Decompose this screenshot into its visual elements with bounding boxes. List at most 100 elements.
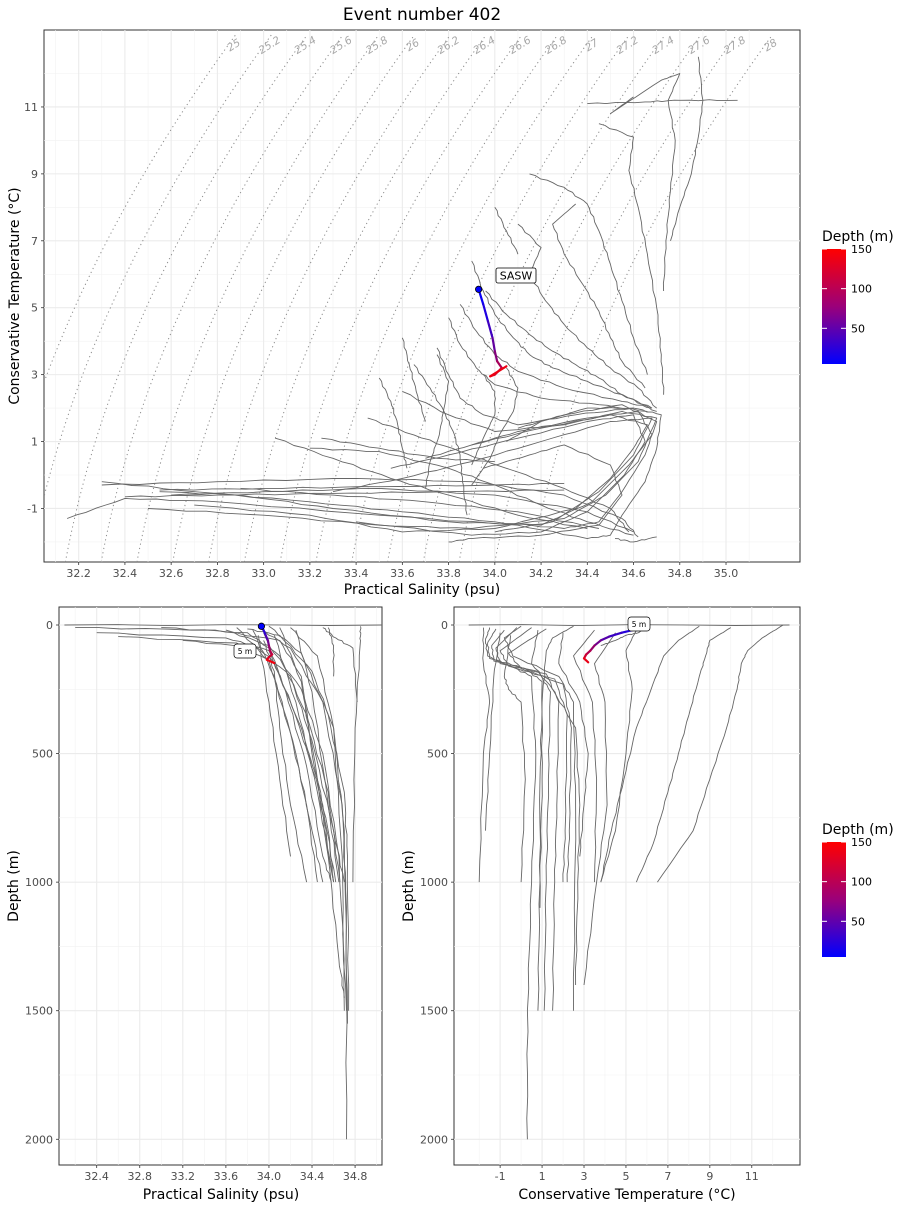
- sasw-label-box: [495, 267, 537, 284]
- isopycnal-line: [422, 34, 666, 563]
- profile-segment: [599, 635, 611, 642]
- background-cast-line: [322, 627, 358, 703]
- chart-title: Event number 402: [343, 5, 501, 25]
- x-tick-label: 34.2: [529, 567, 554, 580]
- x-tick-label: 32.4: [84, 1170, 109, 1183]
- background-cast-line: [194, 414, 648, 533]
- y-tick-label: 2000: [420, 1133, 448, 1146]
- profile-segment: [491, 336, 496, 353]
- ts-plot-area: [43, 29, 801, 563]
- salinity-5m-label: 5 m: [238, 647, 252, 656]
- background-cast-line: [499, 627, 568, 883]
- background-cast-line: [508, 628, 572, 883]
- y-tick-label: 0: [441, 619, 448, 632]
- background-cast-line: [295, 629, 340, 883]
- temperature-background-casts: [468, 624, 790, 1140]
- background-cast-line: [471, 374, 496, 466]
- isopycnal-line: [64, 34, 308, 563]
- y-tick-label: 1: [31, 436, 38, 449]
- legend-title-bottom: Depth (m): [822, 822, 894, 838]
- x-tick-label: 33.0: [251, 567, 276, 580]
- background-cast-line: [538, 625, 574, 908]
- background-cast-line: [118, 636, 337, 883]
- background-cast-line: [263, 632, 332, 883]
- legend-ticks-bottom: 50 100 150: [822, 836, 872, 928]
- background-cast-line: [614, 536, 657, 543]
- salinity-plot-area: [58, 606, 383, 1166]
- legend-tick-label: 150: [851, 243, 872, 256]
- isopycnal-line: [136, 34, 380, 563]
- background-cast-line: [240, 487, 599, 529]
- background-cast-line: [378, 377, 408, 469]
- isopycnal-line: [45, 34, 236, 379]
- background-cast-line: [517, 223, 657, 409]
- isopycnal-line: [208, 34, 451, 563]
- background-cast-line: [159, 410, 653, 526]
- isopycnal-line: [279, 34, 523, 563]
- y-tick-label: 0: [46, 619, 53, 632]
- profile-segment: [608, 631, 623, 638]
- temperature-depth-panel: 5 m -1 1 3 5 7 9 11 0 500 1000 1500 2000 Conservati…: [401, 606, 801, 1203]
- x-tick-label: 32.8: [128, 1170, 153, 1183]
- ts-tick-labels: 32.2 32.4 32.6 32.8 33.0 33.2 33.4 33.6 33.8 34.0…: [24, 101, 738, 580]
- background-cast-line: [290, 627, 345, 1011]
- salinity-depth-panel: 5 m 32.4 32.8 33.2 33.6 34.0 34.4 34.8 0 500 1000…: [6, 606, 383, 1203]
- x-tick-label: -1: [495, 1170, 506, 1183]
- legend-tick-label: 50: [851, 915, 865, 928]
- background-cast-line: [600, 625, 700, 883]
- y-tick-label: 9: [31, 168, 38, 181]
- temperature-y-axis-title: Depth (m): [401, 850, 417, 922]
- salinity-x-axis-title: Practical Salinity (psu): [143, 1187, 299, 1203]
- isopycnal-line: [386, 34, 630, 563]
- background-cast-line: [273, 635, 335, 883]
- x-tick-label: 9: [706, 1170, 713, 1183]
- temperature-gridlines: [454, 607, 800, 1165]
- background-cast-line: [552, 203, 646, 389]
- x-tick-label: 33.2: [171, 1170, 196, 1183]
- x-tick-label: 5: [622, 1170, 629, 1183]
- background-cast-line: [225, 629, 347, 1011]
- x-tick-label: 3: [581, 1170, 588, 1183]
- background-cast-line: [531, 630, 581, 986]
- legend-colorbar-top: [822, 249, 846, 364]
- x-tick-label: 33.6: [214, 1170, 239, 1183]
- background-cast-line: [503, 625, 577, 1011]
- background-cast-line: [600, 629, 637, 883]
- background-cast-line: [657, 624, 784, 883]
- temperature-plot-area: [453, 606, 801, 1166]
- profile-segment: [593, 639, 602, 647]
- background-cast-line: [171, 487, 634, 533]
- profile-segment: [265, 658, 276, 665]
- legend-tick-label: 100: [851, 876, 872, 889]
- background-cast-line: [503, 635, 526, 883]
- background-cast-line: [487, 628, 544, 1011]
- background-cast-line: [124, 489, 565, 498]
- salinity-annotation: 5 m: [233, 643, 257, 659]
- legend-title-top: Depth (m): [822, 229, 894, 245]
- isopycnal-line: [100, 34, 344, 563]
- background-cast-line: [558, 632, 589, 857]
- y-tick-label: 500: [32, 748, 53, 761]
- ts-x-axis-title: Practical Salinity (psu): [344, 582, 500, 598]
- legend-colorbar-bottom: [822, 842, 846, 957]
- y-tick-label: -1: [27, 502, 38, 515]
- profile-segment: [582, 657, 590, 664]
- background-cast-line: [471, 260, 657, 412]
- x-tick-label: 33.8: [436, 567, 461, 580]
- y-tick-label: 2000: [25, 1133, 53, 1146]
- x-tick-label: 32.2: [66, 567, 91, 580]
- background-cast-line: [587, 99, 738, 105]
- background-cast-line: [670, 56, 704, 241]
- background-cast-line: [101, 404, 658, 529]
- background-cast-line: [101, 477, 639, 538]
- y-tick-label: 1000: [25, 876, 53, 889]
- isopycnal-line: [315, 34, 559, 563]
- y-tick-label: 500: [427, 748, 448, 761]
- x-tick-label: 34.4: [300, 1170, 325, 1183]
- y-tick-label: 1500: [420, 1005, 448, 1018]
- y-tick-label: 5: [31, 302, 38, 315]
- background-cast-line: [448, 317, 648, 412]
- legend-tick-label: 100: [851, 283, 872, 296]
- x-tick-label: 34.8: [343, 1170, 368, 1183]
